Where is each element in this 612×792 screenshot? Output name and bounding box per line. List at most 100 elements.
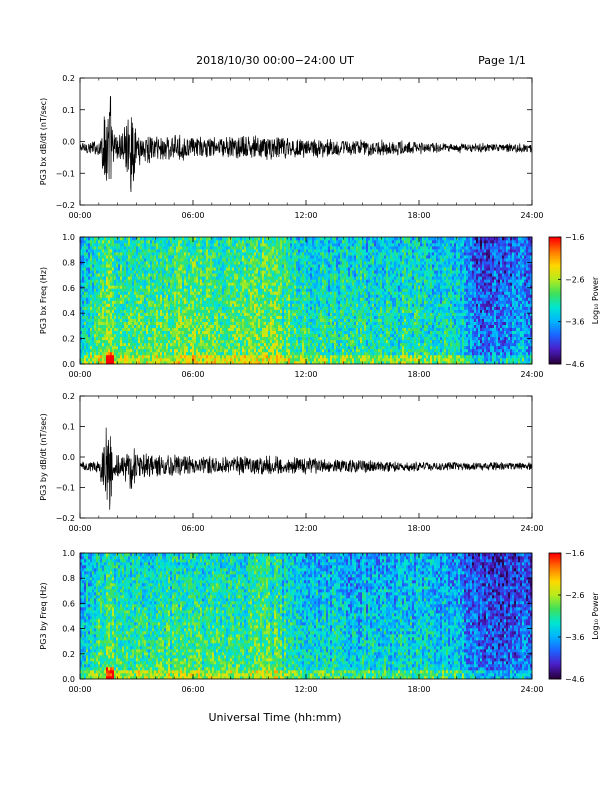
heatmap-cell	[252, 237, 254, 240]
heatmap-cell	[246, 319, 248, 322]
heatmap-cell	[246, 352, 248, 355]
heatmap-cell	[114, 304, 116, 307]
heatmap-cell	[98, 349, 100, 352]
heatmap-cell	[218, 237, 220, 240]
heatmap-cell	[148, 249, 150, 252]
heatmap-cell	[188, 346, 190, 349]
heatmap-cell	[198, 313, 200, 316]
heatmap-cell	[134, 322, 136, 325]
heatmap-cell	[182, 273, 184, 276]
heatmap-cell	[256, 270, 258, 273]
heatmap-cell	[96, 282, 98, 285]
heatmap-cell	[106, 291, 108, 294]
heatmap-cell	[168, 264, 170, 267]
heatmap-cell	[174, 337, 176, 340]
heatmap-cell	[282, 358, 284, 361]
heatmap-cell	[154, 291, 156, 294]
heatmap-cell	[262, 255, 264, 258]
heatmap-cell	[120, 270, 122, 273]
heatmap-cell	[118, 334, 120, 337]
heatmap-cell	[258, 334, 260, 337]
heatmap-cell	[260, 316, 262, 319]
heatmap-cell	[116, 273, 118, 276]
heatmap-cell	[276, 276, 278, 279]
heatmap-cell	[272, 255, 274, 258]
heatmap-cell	[242, 240, 244, 243]
heatmap-cell	[198, 352, 200, 355]
heatmap-cell	[126, 334, 128, 337]
heatmap-cell	[246, 334, 248, 337]
heatmap-cell	[300, 288, 302, 291]
heatmap-cell	[312, 297, 314, 300]
heatmap-cell	[300, 301, 302, 304]
heatmap-cell	[268, 307, 270, 310]
heatmap-cell	[150, 331, 152, 334]
heatmap-cell	[160, 337, 162, 340]
heatmap-cell	[202, 297, 204, 300]
heatmap-cell	[92, 243, 94, 246]
heatmap-cell	[194, 252, 196, 255]
heatmap-cell	[244, 328, 246, 331]
heatmap-cell	[116, 291, 118, 294]
heatmap-cell	[102, 346, 104, 349]
heatmap-cell	[162, 301, 164, 304]
heatmap-cell	[184, 358, 186, 361]
heatmap-cell	[82, 237, 84, 240]
heatmap-cell	[200, 246, 202, 249]
heatmap-cell	[208, 352, 210, 355]
heatmap-cell	[106, 276, 108, 279]
heatmap-cell	[132, 301, 134, 304]
heatmap-cell	[252, 346, 254, 349]
heatmap-cell	[212, 294, 214, 297]
heatmap-cell	[182, 255, 184, 258]
heatmap-cell	[134, 297, 136, 300]
heatmap-cell	[296, 349, 298, 352]
heatmap-cell	[110, 310, 112, 313]
heatmap-cell	[232, 294, 234, 297]
heatmap-cell	[164, 340, 166, 343]
heatmap-cell	[136, 310, 138, 313]
heatmap-cell	[284, 288, 286, 291]
heatmap-cell	[272, 313, 274, 316]
heatmap-cell	[252, 285, 254, 288]
heatmap-cell	[110, 288, 112, 291]
heatmap-cell	[144, 319, 146, 322]
heatmap-cell	[256, 334, 258, 337]
heatmap-cell	[258, 322, 260, 325]
heatmap-cell	[152, 310, 154, 313]
heatmap-cell	[172, 337, 174, 340]
heatmap-cell	[128, 316, 130, 319]
heatmap-cell	[218, 297, 220, 300]
heatmap-cell	[234, 291, 236, 294]
heatmap-cell	[296, 294, 298, 297]
heatmap-cell	[228, 331, 230, 334]
heatmap-cell	[128, 349, 130, 352]
heatmap-cell	[228, 319, 230, 322]
heatmap-cell	[254, 313, 256, 316]
heatmap-cell	[214, 346, 216, 349]
heatmap-cell	[254, 282, 256, 285]
heatmap-cell	[250, 294, 252, 297]
heatmap-cell	[192, 267, 194, 270]
heatmap-cell	[254, 294, 256, 297]
heatmap-cell	[278, 334, 280, 337]
heatmap-cell	[258, 249, 260, 252]
heatmap-cell	[176, 346, 178, 349]
heatmap-cell	[196, 255, 198, 258]
heatmap-cell	[236, 328, 238, 331]
heatmap-cell	[310, 343, 312, 346]
heatmap-cell	[294, 301, 296, 304]
heatmap-cell	[302, 240, 304, 243]
heatmap-cell	[110, 249, 112, 252]
heatmap-cell	[94, 258, 96, 261]
heatmap-cell	[210, 255, 212, 258]
heatmap-cell	[254, 237, 256, 240]
heatmap-cell	[236, 346, 238, 349]
heatmap-cell	[268, 337, 270, 340]
heatmap-cell	[180, 276, 182, 279]
heatmap-cell	[288, 328, 290, 331]
heatmap-cell	[210, 322, 212, 325]
heatmap-cell	[146, 307, 148, 310]
heatmap-cell	[248, 294, 250, 297]
heatmap-cell	[108, 319, 110, 322]
